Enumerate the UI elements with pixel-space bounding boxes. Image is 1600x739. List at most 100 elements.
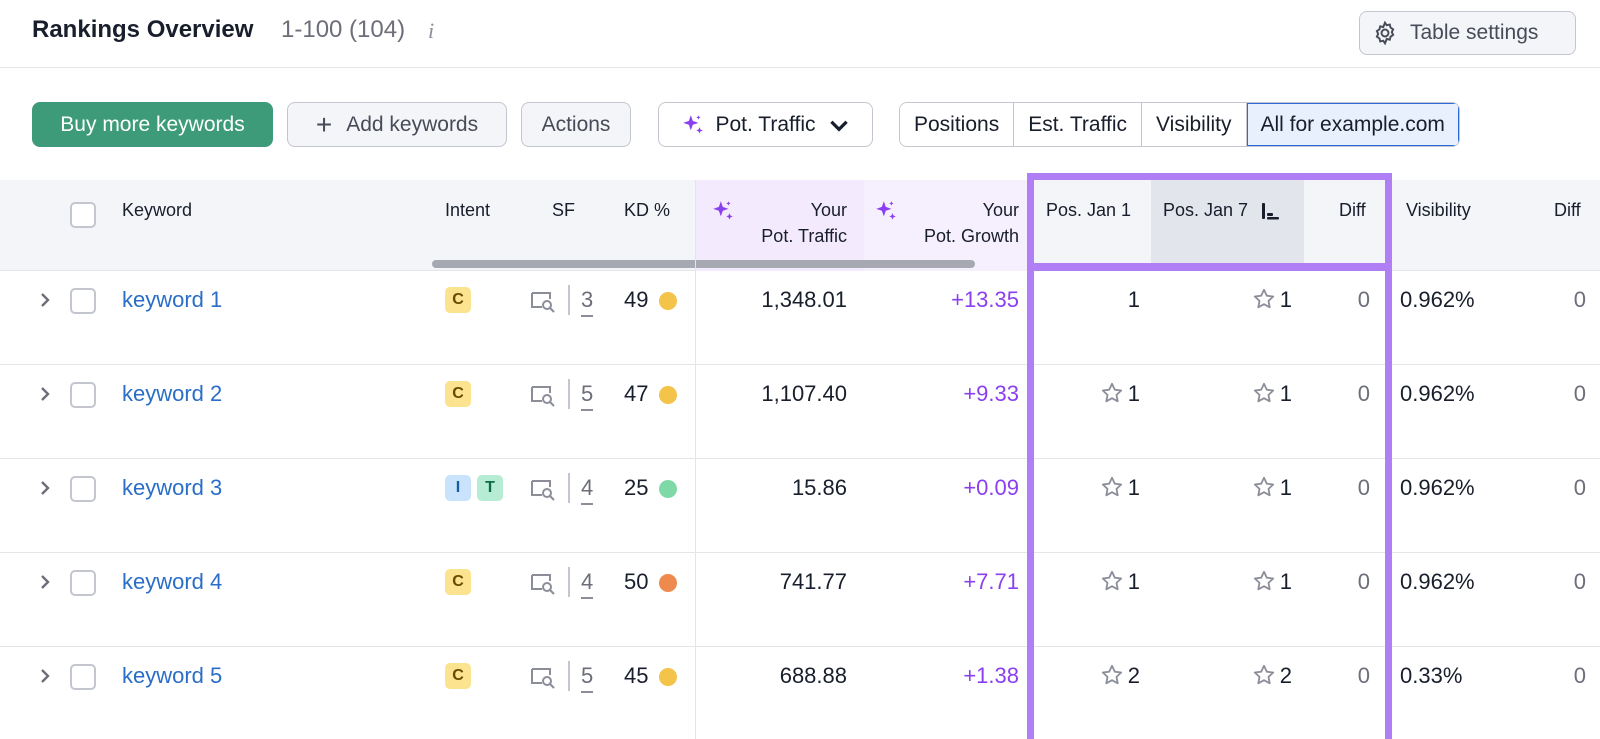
intent-badge: I bbox=[445, 475, 471, 501]
sparkle-icon bbox=[713, 201, 733, 220]
chevron-right-icon[interactable] bbox=[38, 385, 52, 403]
star-icon bbox=[1253, 664, 1274, 685]
row-checkbox[interactable] bbox=[70, 570, 96, 596]
column-kd[interactable]: KD % bbox=[624, 200, 671, 220]
pos-jan7-number: 2 bbox=[1279, 663, 1292, 688]
column-pos-jan7[interactable]: Pos. Jan 7 bbox=[1163, 197, 1281, 223]
keyword-link[interactable]: keyword 5 bbox=[122, 663, 223, 688]
sf-divider bbox=[568, 567, 570, 597]
kd-value: 50 bbox=[624, 569, 649, 594]
kd-value: 49 bbox=[624, 287, 649, 312]
chevron-right-icon[interactable] bbox=[38, 573, 52, 591]
table-settings-label: Table settings bbox=[1410, 21, 1539, 44]
pos-jan7-value: 2 bbox=[1252, 661, 1292, 691]
pos-jan1-value: 1 bbox=[1100, 567, 1140, 597]
serp-features-icon[interactable] bbox=[530, 289, 556, 313]
row-checkbox[interactable] bbox=[70, 288, 96, 314]
visibility-value: 0.962% bbox=[1400, 287, 1475, 312]
intent-badge: C bbox=[445, 663, 471, 689]
sf-divider bbox=[568, 285, 570, 315]
table-row: keyword 1 C 3 49 1,348.01 +13.35 1 1 0 0… bbox=[0, 271, 1600, 365]
actions-button[interactable]: Actions bbox=[521, 102, 631, 147]
pos-jan1-number: 1 bbox=[1127, 287, 1140, 312]
highlight-frame-bar bbox=[1027, 263, 1392, 271]
sort-desc-icon bbox=[1262, 203, 1280, 220]
tab-est-traffic[interactable]: Est. Traffic bbox=[1014, 103, 1143, 146]
star-icon bbox=[1253, 288, 1274, 309]
column-divider bbox=[695, 180, 696, 739]
horizontal-scrollbar[interactable] bbox=[432, 260, 975, 268]
chevron-right-icon[interactable] bbox=[38, 479, 52, 497]
keyword-link[interactable]: keyword 3 bbox=[122, 475, 223, 500]
intent-badge: T bbox=[477, 475, 503, 501]
keyword-link[interactable]: keyword 2 bbox=[122, 381, 223, 406]
keyword-link[interactable]: keyword 1 bbox=[122, 287, 223, 312]
page-header: Rankings Overview 1-100 (104) i Table se… bbox=[0, 0, 1600, 68]
pos-jan1-number: 1 bbox=[1127, 569, 1140, 594]
table-settings-button[interactable]: Table settings bbox=[1359, 11, 1576, 55]
column-pot-traffic-line1: Your bbox=[810, 200, 847, 220]
pot-traffic-value: 688.88 bbox=[779, 663, 847, 688]
sf-count[interactable]: 4 bbox=[581, 567, 594, 599]
row-checkbox[interactable] bbox=[70, 664, 96, 690]
sf-count[interactable]: 5 bbox=[581, 661, 594, 693]
sf-count[interactable]: 5 bbox=[581, 379, 594, 411]
pot-traffic-value: 1,107.40 bbox=[761, 381, 847, 406]
row-checkbox[interactable] bbox=[70, 476, 96, 502]
column-intent[interactable]: Intent bbox=[445, 200, 491, 220]
diff-value: 0 bbox=[1357, 287, 1370, 312]
column-diff[interactable]: Diff bbox=[1339, 200, 1366, 220]
sparkle-icon bbox=[682, 114, 703, 134]
pos-jan1-number: 2 bbox=[1127, 663, 1140, 688]
column-visibility[interactable]: Visibility bbox=[1406, 200, 1471, 220]
visibility-value: 0.33% bbox=[1400, 663, 1463, 688]
column-diff-visibility[interactable]: Diff bbox=[1554, 200, 1581, 220]
pot-growth-value: +0.09 bbox=[963, 475, 1019, 500]
view-segmented-control: Positions Est. Traffic Visibility All fo… bbox=[899, 102, 1460, 147]
row-checkbox[interactable] bbox=[70, 382, 96, 408]
pos-jan1-value: 2 bbox=[1100, 661, 1140, 691]
pot-growth-value: +13.35 bbox=[951, 287, 1019, 312]
serp-features-icon[interactable] bbox=[530, 665, 556, 689]
pos-jan7-value: 1 bbox=[1252, 567, 1292, 597]
select-all-checkbox[interactable] bbox=[70, 202, 96, 228]
serp-features-icon[interactable] bbox=[530, 383, 556, 407]
pos-jan1-number: 1 bbox=[1127, 475, 1140, 500]
visibility-diff-value: 0 bbox=[1573, 381, 1586, 406]
buy-more-keywords-button[interactable]: Buy more keywords bbox=[32, 102, 273, 147]
visibility-diff-value: 0 bbox=[1573, 475, 1586, 500]
gear-icon bbox=[1375, 20, 1395, 46]
keyword-link[interactable]: keyword 4 bbox=[122, 569, 223, 594]
chevron-right-icon[interactable] bbox=[38, 667, 52, 685]
tab-positions[interactable]: Positions bbox=[900, 103, 1015, 146]
sf-divider bbox=[568, 661, 570, 691]
rankings-table: Keyword Intent SF KD % Your Pot. Traffic… bbox=[0, 180, 1600, 739]
pot-traffic-value: 1,348.01 bbox=[761, 287, 847, 312]
chevron-right-icon[interactable] bbox=[38, 291, 52, 309]
pos-jan1-value: 1 bbox=[1100, 473, 1140, 503]
column-keyword[interactable]: Keyword bbox=[122, 200, 193, 220]
column-pot-traffic[interactable]: Your Pot. Traffic bbox=[761, 197, 847, 249]
pot-traffic-value: 741.77 bbox=[779, 569, 847, 594]
add-keywords-label: Add keywords bbox=[346, 112, 479, 136]
pot-growth-value: +7.71 bbox=[963, 569, 1019, 594]
kd-indicator bbox=[659, 574, 677, 592]
kd-indicator bbox=[659, 386, 677, 404]
add-keywords-button[interactable]: + Add keywords bbox=[287, 102, 507, 147]
diff-value: 0 bbox=[1357, 381, 1370, 406]
sf-count[interactable]: 4 bbox=[581, 473, 594, 505]
tab-visibility[interactable]: Visibility bbox=[1142, 103, 1247, 146]
pot-traffic-dropdown[interactable]: Pot. Traffic bbox=[658, 102, 873, 147]
visibility-value: 0.962% bbox=[1400, 381, 1475, 406]
sf-count[interactable]: 3 bbox=[581, 285, 594, 317]
column-sf[interactable]: SF bbox=[552, 200, 576, 220]
serp-features-icon[interactable] bbox=[530, 571, 556, 595]
column-pot-growth[interactable]: Your Pot. Growth bbox=[924, 197, 1019, 249]
info-icon[interactable]: i bbox=[428, 18, 435, 43]
pot-traffic-label: Pot. Traffic bbox=[715, 112, 816, 136]
result-range: 1-100 (104) bbox=[281, 16, 406, 43]
tab-all-for-domain[interactable]: All for example.com bbox=[1246, 103, 1459, 146]
pos-jan1-number: 1 bbox=[1127, 381, 1140, 406]
serp-features-icon[interactable] bbox=[530, 477, 556, 501]
column-pos-jan1[interactable]: Pos. Jan 1 bbox=[1046, 200, 1132, 220]
